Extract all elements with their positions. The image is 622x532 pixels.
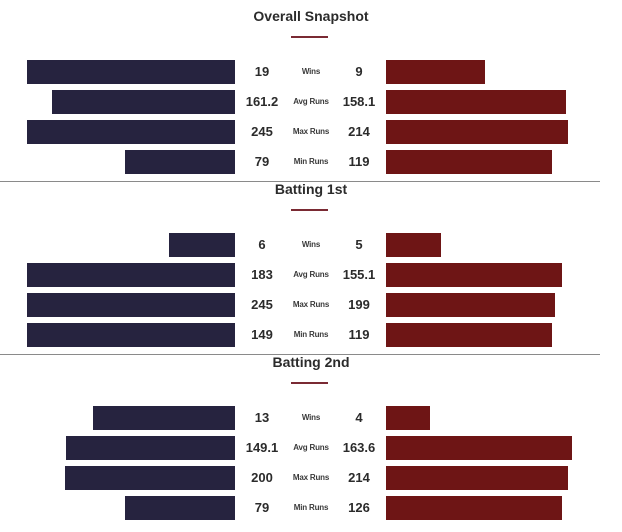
right-team-bar [386, 293, 555, 317]
left-team-value: 79 [254, 154, 270, 169]
left-team-bar [27, 60, 235, 84]
metric-label: Wins [301, 240, 321, 249]
right-team-bar [386, 406, 430, 430]
stat-row: 149 Min Runs 119 [0, 323, 622, 347]
left-team-bar [65, 466, 235, 490]
right-team-value: 214 [348, 124, 370, 139]
right-team-value: 163.6 [342, 440, 376, 455]
left-team-value: 6 [258, 237, 266, 252]
title-accent-line [291, 36, 328, 38]
metric-label: Avg Runs [293, 97, 329, 106]
left-team-value: 200 [251, 470, 273, 485]
metric-label: Min Runs [293, 503, 329, 512]
stat-row: 13 Wins 4 [0, 406, 622, 430]
stat-row: 200 Max Runs 214 [0, 466, 622, 490]
left-team-value: 245 [251, 297, 273, 312]
stat-row: 79 Min Runs 119 [0, 150, 622, 174]
right-team-bar [386, 120, 568, 144]
right-team-bar [386, 466, 568, 490]
right-team-value: 119 [348, 327, 370, 342]
left-team-bar [27, 323, 235, 347]
right-team-bar [386, 60, 485, 84]
right-team-bar [386, 150, 552, 174]
section-title: Overall Snapshot [253, 8, 369, 24]
right-team-bar [386, 263, 562, 287]
left-team-bar [93, 406, 235, 430]
right-team-bar [386, 90, 566, 114]
left-team-bar [27, 293, 235, 317]
left-team-bar [27, 120, 235, 144]
section-divider [0, 181, 600, 182]
metric-label: Max Runs [292, 127, 330, 136]
metric-label: Min Runs [293, 330, 329, 339]
title-accent-line [291, 209, 328, 211]
left-team-value: 13 [254, 410, 270, 425]
metric-label: Wins [301, 413, 321, 422]
stat-row: 79 Min Runs 126 [0, 496, 622, 520]
left-team-value: 183 [251, 267, 273, 282]
stat-row: 19 Wins 9 [0, 60, 622, 84]
stat-row: 161.2 Avg Runs 158.1 [0, 90, 622, 114]
left-team-value: 149.1 [245, 440, 279, 455]
title-accent-line [291, 382, 328, 384]
metric-label: Min Runs [293, 157, 329, 166]
right-team-bar [386, 436, 572, 460]
right-team-value: 155.1 [342, 267, 376, 282]
metric-label: Max Runs [292, 473, 330, 482]
section-title: Batting 2nd [272, 354, 350, 370]
left-team-bar [125, 496, 235, 520]
left-team-value: 19 [254, 64, 270, 79]
right-team-value: 214 [348, 470, 370, 485]
left-team-value: 161.2 [245, 94, 279, 109]
right-team-value: 158.1 [342, 94, 376, 109]
metric-label: Avg Runs [293, 443, 329, 452]
metric-label: Avg Runs [293, 270, 329, 279]
right-team-bar [386, 496, 562, 520]
right-team-value: 5 [355, 237, 363, 252]
left-team-value: 245 [251, 124, 273, 139]
right-team-value: 9 [355, 64, 363, 79]
left-team-bar [169, 233, 235, 257]
left-team-bar [27, 263, 235, 287]
section-title: Batting 1st [274, 181, 348, 197]
section-divider [0, 354, 600, 355]
stat-row: 245 Max Runs 214 [0, 120, 622, 144]
left-team-value: 79 [254, 500, 270, 515]
stat-row: 245 Max Runs 199 [0, 293, 622, 317]
metric-label: Wins [301, 67, 321, 76]
stat-row: 6 Wins 5 [0, 233, 622, 257]
left-team-bar [66, 436, 235, 460]
metric-label: Max Runs [292, 300, 330, 309]
stat-row: 149.1 Avg Runs 163.6 [0, 436, 622, 460]
right-team-bar [386, 233, 441, 257]
left-team-bar [125, 150, 235, 174]
right-team-value: 199 [348, 297, 370, 312]
right-team-value: 119 [348, 154, 370, 169]
left-team-bar [52, 90, 235, 114]
right-team-value: 126 [348, 500, 370, 515]
right-team-value: 4 [355, 410, 363, 425]
right-team-bar [386, 323, 552, 347]
left-team-value: 149 [251, 327, 273, 342]
stat-row: 183 Avg Runs 155.1 [0, 263, 622, 287]
